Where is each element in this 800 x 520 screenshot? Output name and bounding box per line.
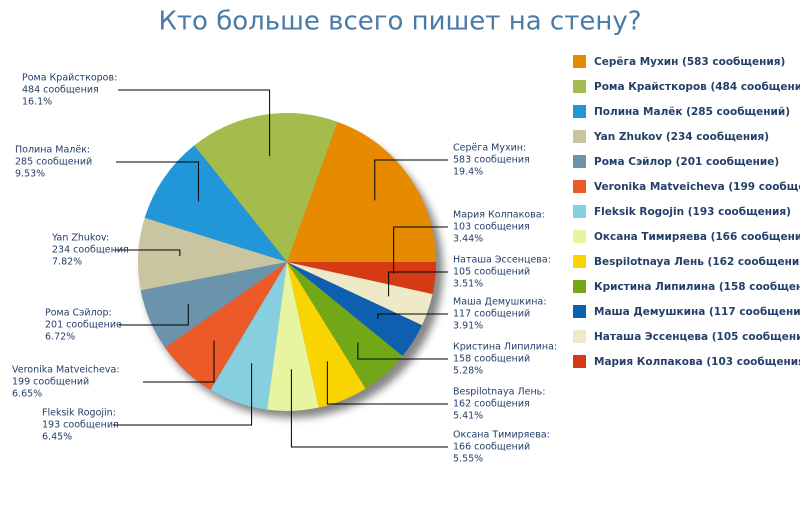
leader-line bbox=[118, 89, 271, 157]
leader-line bbox=[357, 342, 448, 360]
slice-label: 3.44% bbox=[453, 234, 483, 245]
leader-line bbox=[290, 369, 448, 448]
leader-line bbox=[374, 159, 448, 201]
legend-swatch bbox=[573, 105, 586, 118]
legend-label: Veronika Matveicheva (199 сообщени bbox=[594, 181, 800, 193]
pie-slice bbox=[287, 262, 366, 408]
slice-label: Bespilotnaya Лень: bbox=[453, 387, 545, 398]
legend-swatch bbox=[573, 355, 586, 368]
legend-label: Мария Колпакова (103 сообщения) bbox=[594, 356, 800, 368]
legend-swatch bbox=[573, 80, 586, 93]
leader-line bbox=[326, 361, 448, 405]
legend-label: Bespilotnaya Лень (162 сообщения) bbox=[594, 256, 800, 268]
slice-label: 158 сообщений bbox=[453, 354, 530, 365]
legend-swatch bbox=[573, 155, 586, 168]
pie-slice bbox=[267, 262, 319, 411]
legend-swatch bbox=[573, 55, 586, 68]
slice-label: 201 сообщение bbox=[45, 320, 122, 331]
slice-label: 193 сообщения bbox=[42, 420, 119, 431]
legend-label: Рома Сэйлор (201 сообщение) bbox=[594, 156, 779, 168]
legend-swatch bbox=[573, 130, 586, 143]
slice-label: Маша Демушкина: bbox=[453, 297, 546, 308]
legend-label: Наташа Эссенцева (105 сообщений) bbox=[594, 331, 800, 343]
legend-label: Полина Малёк (285 сообщений) bbox=[594, 106, 790, 118]
slice-label: 484 сообщения bbox=[22, 85, 99, 96]
legend-swatch bbox=[573, 255, 586, 268]
leader-line bbox=[393, 226, 448, 274]
slice-label: Мария Колпакова: bbox=[453, 210, 545, 221]
pie-slice bbox=[287, 262, 403, 389]
slice-label: 285 сообщений bbox=[15, 157, 92, 168]
slice-label: Рома Крайсткоров: bbox=[22, 73, 117, 84]
legend-label: Маша Демушкина (117 сообщений) bbox=[594, 306, 800, 318]
slice-label: 199 сообщений bbox=[12, 377, 89, 388]
slice-label: Наташа Эссенцева: bbox=[453, 255, 551, 266]
slice-label: 162 сообщения bbox=[453, 399, 530, 410]
slice-label: Серёга Мухин: bbox=[453, 143, 526, 154]
leader-line bbox=[113, 363, 253, 426]
leader-line bbox=[143, 340, 215, 383]
pie-slice bbox=[287, 262, 422, 357]
pie-slice bbox=[165, 262, 287, 390]
slice-label: 583 сообщения bbox=[453, 155, 530, 166]
slice-label: Кристина Липилина: bbox=[453, 342, 557, 353]
slice-label: 105 сообщений bbox=[453, 267, 530, 278]
legend-swatch bbox=[573, 305, 586, 318]
slice-label: 234 сообщения bbox=[52, 245, 129, 256]
slice-label: 7.82% bbox=[52, 257, 82, 268]
leader-line bbox=[377, 313, 448, 319]
pie-slice bbox=[140, 262, 287, 348]
slice-label: Оксана Тимиряева: bbox=[453, 430, 550, 441]
slice-label: 6.45% bbox=[42, 432, 72, 443]
leader-line bbox=[113, 249, 181, 257]
legend-swatch bbox=[573, 280, 586, 293]
legend-swatch bbox=[573, 330, 586, 343]
pie-slice bbox=[138, 217, 287, 291]
pie-slice bbox=[210, 262, 287, 410]
slice-label: 9.53% bbox=[15, 169, 45, 180]
leader-line bbox=[116, 161, 199, 202]
legend-label: Оксана Тимиряева (166 сообщений) bbox=[594, 231, 800, 243]
slice-label: 19.4% bbox=[453, 167, 483, 178]
legend-swatch bbox=[573, 230, 586, 243]
legend-label: Рома Крайсткоров (484 сообщения) bbox=[594, 81, 800, 93]
pie-slice bbox=[287, 262, 433, 326]
slice-label: 103 сообщения bbox=[453, 222, 530, 233]
slice-label: Yan Zhukov: bbox=[51, 233, 109, 244]
slice-label: Veronika Matveicheva: bbox=[12, 365, 120, 376]
legend-label: Серёга Мухин (583 сообщения) bbox=[594, 56, 785, 68]
slice-label: 5.41% bbox=[453, 411, 483, 422]
slice-label: 3.51% bbox=[453, 279, 483, 290]
pie-slice bbox=[144, 145, 287, 262]
slice-label: Полина Малёк: bbox=[15, 145, 90, 156]
slice-label: 5.28% bbox=[453, 366, 483, 377]
chart-title: Кто больше всего пишет на стену? bbox=[158, 7, 641, 37]
legend-swatch bbox=[573, 205, 586, 218]
slice-label: 6.72% bbox=[45, 332, 75, 343]
legend-label: Кристина Липилина (158 сообщений) bbox=[594, 281, 800, 293]
legend-label: Yan Zhukov (234 сообщения) bbox=[593, 131, 769, 143]
slice-label: 6.65% bbox=[12, 389, 42, 400]
slice-label: 166 сообщений bbox=[453, 442, 530, 453]
legend-swatch bbox=[573, 180, 586, 193]
leader-line bbox=[388, 271, 448, 297]
pie-slice bbox=[287, 262, 436, 294]
slice-label: 3.91% bbox=[453, 321, 483, 332]
pie-slice bbox=[194, 113, 338, 262]
slice-label: Fleksik Rogojin: bbox=[42, 408, 116, 419]
leader-line bbox=[119, 304, 189, 326]
slice-label: 5.55% bbox=[453, 454, 483, 465]
slice-label: 117 сообщений bbox=[453, 309, 530, 320]
slice-label: Рома Сэйлор: bbox=[45, 308, 112, 319]
legend-label: Fleksik Rogojin (193 сообщения) bbox=[594, 206, 791, 218]
slice-label: 16.1% bbox=[22, 97, 52, 108]
